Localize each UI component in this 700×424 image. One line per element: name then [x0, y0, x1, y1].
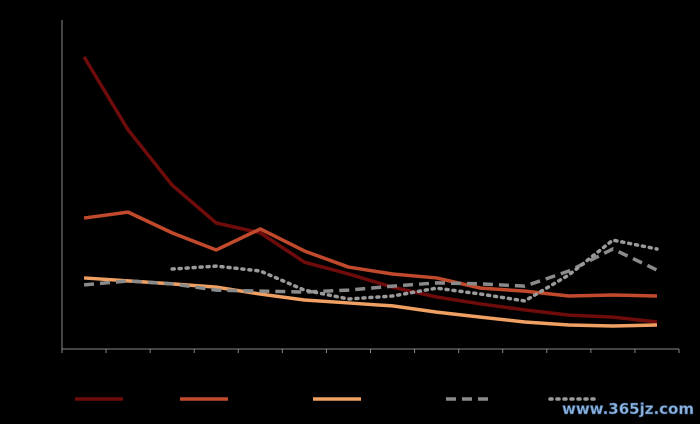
series-line: [83, 247, 658, 294]
series-line: [83, 276, 658, 328]
series-line: [83, 210, 658, 298]
watermark: www.365jz.com: [562, 400, 694, 418]
series-line: [82, 55, 658, 324]
series-line: [170, 238, 659, 303]
